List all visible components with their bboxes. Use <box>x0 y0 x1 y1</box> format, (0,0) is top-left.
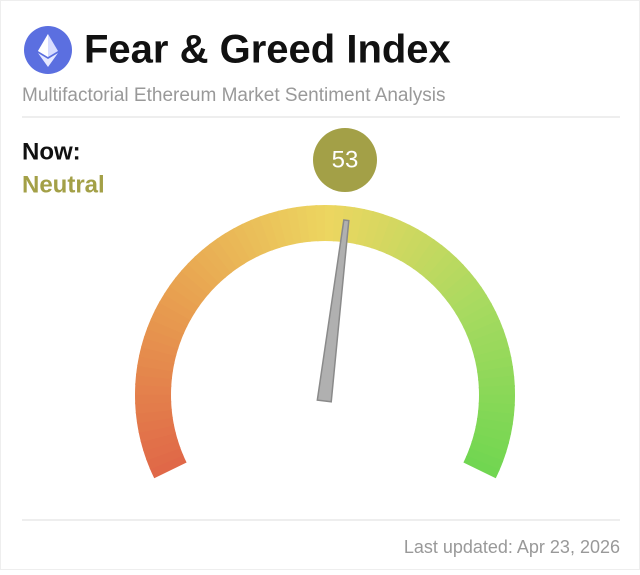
subtitle: Multifactorial Ethereum Market Sentiment… <box>22 85 445 106</box>
eth-icon <box>24 26 72 74</box>
footer: Last updated: Apr 23, 2026 <box>404 537 620 557</box>
status-label: Neutral <box>22 171 105 198</box>
gauge-arc <box>480 462 484 470</box>
now-label: Now: <box>22 138 81 165</box>
title: Fear & Greed Index <box>84 28 451 72</box>
value-label: 53 <box>332 146 359 173</box>
